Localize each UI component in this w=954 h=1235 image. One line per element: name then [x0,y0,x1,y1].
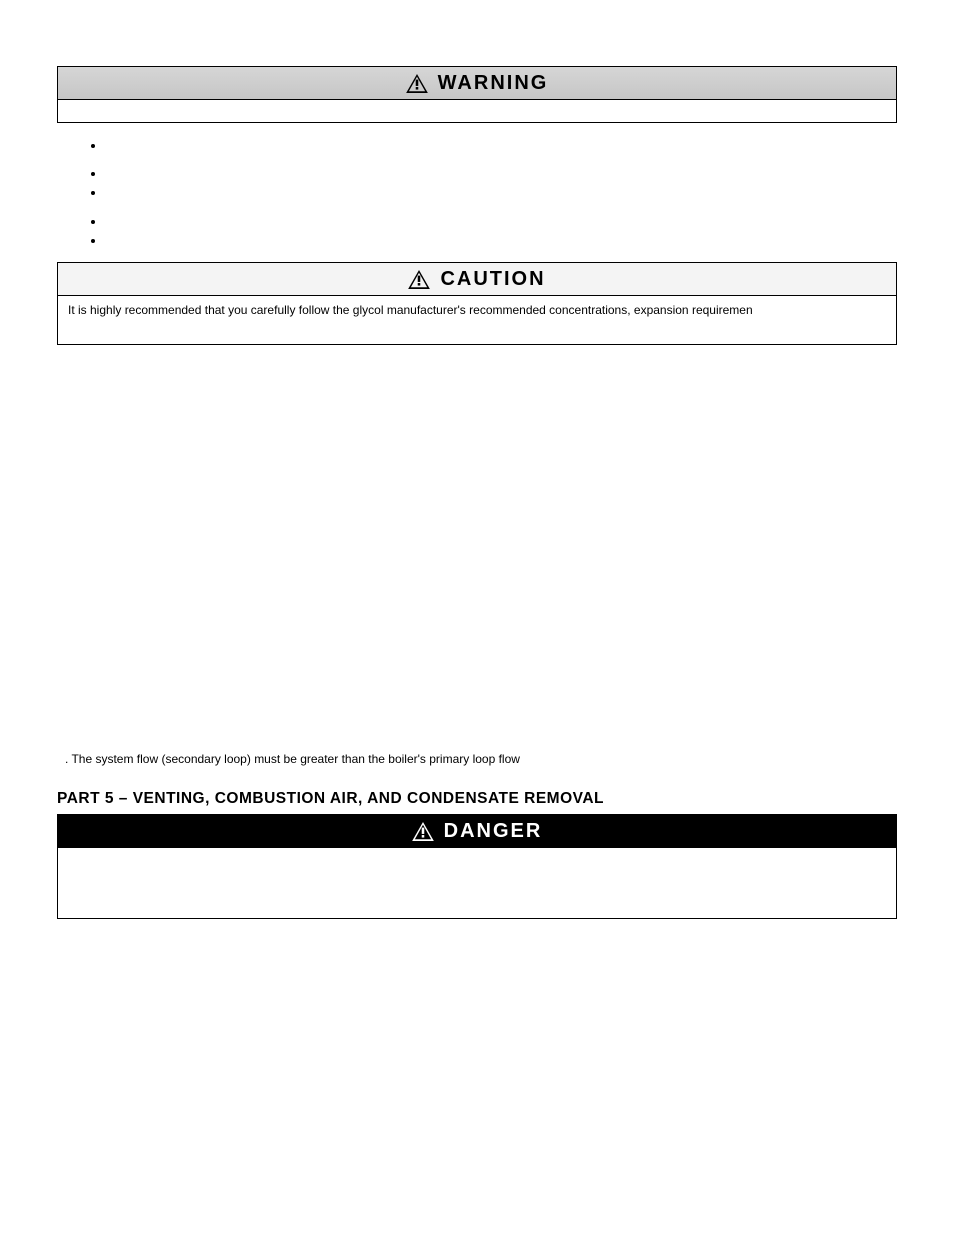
caution-bar: CAUTION [58,263,896,296]
caution-label: CAUTION [440,266,545,293]
list-item [105,213,897,229]
danger-body [58,848,896,918]
zoning-paragraph [57,455,897,547]
glycol-bullet-list [57,137,897,248]
warning-body [58,100,896,122]
warning-callout: WARNING [57,66,897,123]
list-item [105,232,897,248]
hydronic-paragraph [57,359,897,429]
list-item [105,137,897,153]
warning-bar: WARNING [58,67,896,100]
warning-triangle-icon [406,74,428,93]
danger-bar: DANGER [58,815,896,848]
list-item [105,165,897,181]
flow-note: . The system flow (secondary loop) must … [65,751,897,767]
list-item [105,184,897,200]
caution-body: It is highly recommended that you carefu… [58,296,896,344]
warning-triangle-icon [408,270,430,289]
danger-label: DANGER [444,818,543,845]
warning-triangle-icon [412,822,434,841]
part5-title: PART 5 – VENTING, COMBUSTION AIR, AND CO… [57,789,897,810]
danger-callout: DANGER [57,814,897,919]
warning-label: WARNING [438,70,549,97]
caution-callout: CAUTION It is highly recommended that yo… [57,262,897,345]
piping-paragraph [65,573,897,703]
